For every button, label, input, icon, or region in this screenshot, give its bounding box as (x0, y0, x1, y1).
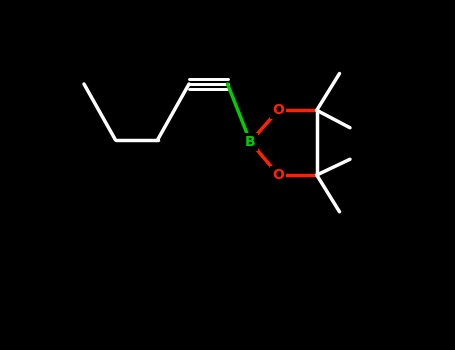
Text: O: O (272, 168, 284, 182)
Text: B: B (245, 135, 256, 149)
Text: O: O (272, 103, 284, 117)
